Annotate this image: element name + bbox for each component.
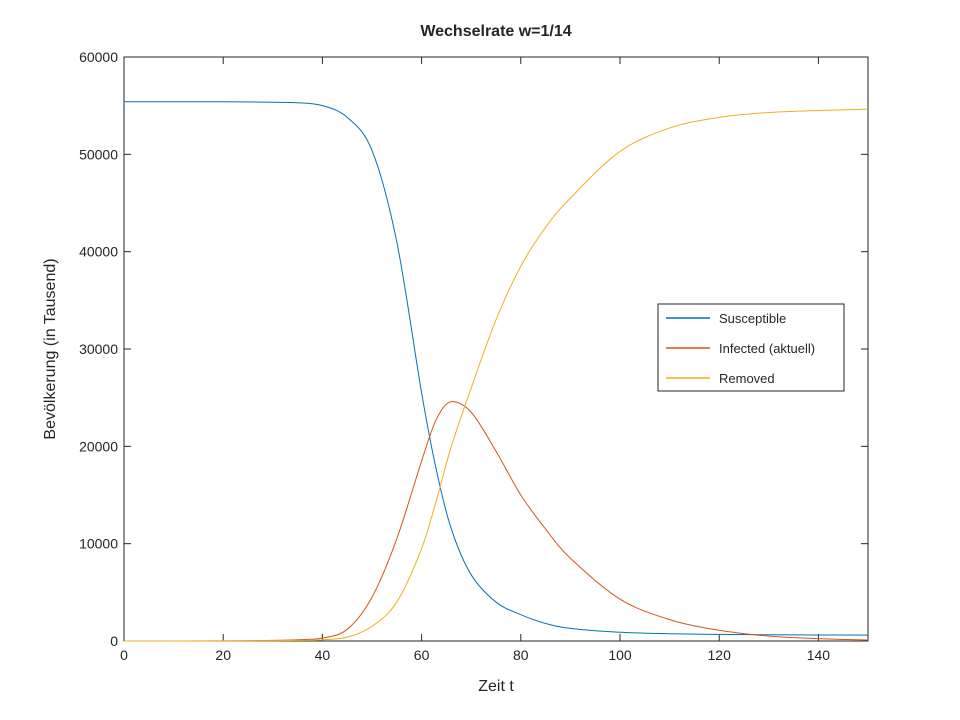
x-tick-label: 40 — [315, 647, 331, 663]
y-tick-label: 40000 — [79, 244, 118, 260]
x-tick-label: 20 — [215, 647, 231, 663]
x-tick-label: 60 — [414, 647, 430, 663]
x-tick-label: 0 — [120, 647, 128, 663]
legend-label: Susceptible — [719, 311, 786, 326]
x-tick-label: 120 — [708, 647, 732, 663]
x-tick-label: 100 — [608, 647, 632, 663]
y-tick-label: 10000 — [79, 536, 118, 552]
chart-title: Wechselrate w=1/14 — [420, 23, 571, 40]
series-line-susceptible — [124, 101, 869, 636]
y-tick-label: 60000 — [79, 49, 118, 65]
y-tick-label: 0 — [110, 633, 118, 649]
y-tick-label: 50000 — [79, 146, 118, 162]
x-tick-label: 140 — [807, 647, 831, 663]
y-axis-label: Bevölkerung (in Tausend) — [42, 258, 59, 439]
y-tick-label: 20000 — [79, 438, 118, 454]
y-tick-label: 30000 — [79, 341, 118, 357]
x-axis-label: Zeit t — [478, 678, 514, 695]
series-line-infected-aktuell — [123, 401, 869, 642]
legend-label: Infected (aktuell) — [719, 341, 815, 356]
x-tick-label: 80 — [513, 647, 529, 663]
legend: Susceptible Infected (aktuell) Removed — [657, 303, 845, 392]
series-line-removed — [123, 108, 869, 642]
legend-label: Removed — [719, 371, 775, 386]
